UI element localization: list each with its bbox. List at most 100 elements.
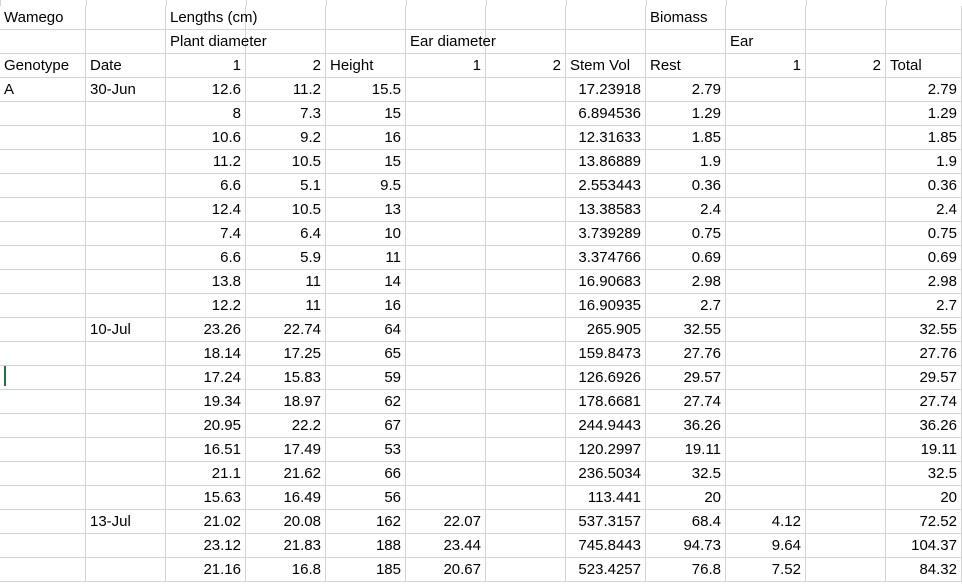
cell[interactable]: 6.4 [246, 222, 326, 246]
cell[interactable]: 59 [326, 366, 406, 390]
cell[interactable]: 21.1 [166, 462, 246, 486]
cell[interactable]: 244.9443 [566, 414, 646, 438]
cell[interactable] [806, 198, 886, 222]
cell[interactable] [806, 342, 886, 366]
cell[interactable] [806, 486, 886, 510]
cell[interactable] [326, 6, 406, 30]
header-cell[interactable]: Ear diameter [410, 33, 496, 50]
cell[interactable] [406, 486, 486, 510]
cell[interactable] [406, 438, 486, 462]
cell[interactable] [0, 510, 86, 534]
cell[interactable]: 13.86889 [566, 150, 646, 174]
cell[interactable] [486, 174, 566, 198]
cell[interactable]: 185 [326, 558, 406, 582]
cell[interactable]: Total [886, 54, 962, 78]
cell[interactable]: 94.73 [646, 534, 726, 558]
cell[interactable] [646, 6, 726, 30]
cell[interactable] [86, 246, 166, 270]
cell[interactable] [0, 318, 86, 342]
cell[interactable] [806, 438, 886, 462]
cell[interactable] [806, 366, 886, 390]
cell[interactable] [406, 390, 486, 414]
cell[interactable]: 65 [326, 342, 406, 366]
cell[interactable] [806, 246, 886, 270]
cell[interactable] [406, 366, 486, 390]
cell[interactable] [486, 342, 566, 366]
cell[interactable] [566, 6, 646, 30]
cell[interactable] [806, 462, 886, 486]
cell[interactable]: 3.739289 [566, 222, 646, 246]
cell[interactable]: 2.98 [646, 270, 726, 294]
cell[interactable] [486, 246, 566, 270]
cell[interactable]: 6.894536 [566, 102, 646, 126]
cell[interactable] [486, 534, 566, 558]
cell[interactable]: 64 [326, 318, 406, 342]
cell[interactable]: 22.2 [246, 414, 326, 438]
cell[interactable] [0, 366, 86, 390]
cell[interactable] [0, 342, 86, 366]
cell[interactable]: 5.1 [246, 174, 326, 198]
cell[interactable] [726, 30, 806, 54]
cell[interactable] [806, 270, 886, 294]
cell[interactable] [86, 150, 166, 174]
cell[interactable] [406, 462, 486, 486]
cell[interactable] [246, 30, 326, 54]
cell[interactable] [406, 102, 486, 126]
cell[interactable]: 66 [326, 462, 406, 486]
cell[interactable]: 1.85 [886, 126, 962, 150]
cell[interactable]: 16 [326, 294, 406, 318]
cell[interactable]: 17.25 [246, 342, 326, 366]
cell[interactable]: 13.38583 [566, 198, 646, 222]
cell[interactable]: 32.5 [886, 462, 962, 486]
cell[interactable]: 16.90935 [566, 294, 646, 318]
cell[interactable]: 188 [326, 534, 406, 558]
cell[interactable] [0, 126, 86, 150]
cell[interactable]: 23.26 [166, 318, 246, 342]
cell[interactable] [86, 126, 166, 150]
cell[interactable]: 16.49 [246, 486, 326, 510]
cell[interactable] [486, 222, 566, 246]
cell[interactable] [0, 534, 86, 558]
cell[interactable]: 10.5 [246, 198, 326, 222]
cell[interactable] [806, 510, 886, 534]
cell[interactable]: 27.76 [646, 342, 726, 366]
cell[interactable]: 32.55 [886, 318, 962, 342]
cell[interactable]: 537.3157 [566, 510, 646, 534]
cell[interactable] [486, 198, 566, 222]
cell[interactable]: 12.4 [166, 198, 246, 222]
cell[interactable]: 27.76 [886, 342, 962, 366]
cell[interactable] [86, 174, 166, 198]
cell[interactable] [726, 294, 806, 318]
cell[interactable] [406, 6, 486, 30]
header-cell[interactable]: Lengths (cm) [170, 9, 258, 26]
cell[interactable]: 2.4 [886, 198, 962, 222]
cell[interactable] [726, 102, 806, 126]
cell[interactable]: 15.83 [246, 366, 326, 390]
cell[interactable] [726, 366, 806, 390]
cell[interactable]: 0.75 [646, 222, 726, 246]
cell[interactable] [86, 222, 166, 246]
cell[interactable] [0, 462, 86, 486]
cell[interactable]: 7.4 [166, 222, 246, 246]
cell[interactable]: 13.8 [166, 270, 246, 294]
cell[interactable] [0, 438, 86, 462]
cell[interactable] [486, 438, 566, 462]
cell[interactable]: 21.83 [246, 534, 326, 558]
cell[interactable] [806, 126, 886, 150]
cell[interactable] [726, 78, 806, 102]
cell[interactable] [0, 30, 86, 54]
cell[interactable] [486, 6, 566, 30]
cell[interactable]: 27.74 [886, 390, 962, 414]
cell[interactable] [86, 342, 166, 366]
cell[interactable] [486, 30, 566, 54]
cell[interactable]: 20 [886, 486, 962, 510]
cell[interactable] [486, 150, 566, 174]
cell[interactable] [406, 78, 486, 102]
cell[interactable] [486, 366, 566, 390]
cell[interactable]: 1 [406, 54, 486, 78]
cell[interactable]: 1.85 [646, 126, 726, 150]
cell[interactable] [406, 30, 486, 54]
cell[interactable]: 1.9 [886, 150, 962, 174]
cell[interactable]: Height [326, 54, 406, 78]
cell[interactable]: 18.97 [246, 390, 326, 414]
